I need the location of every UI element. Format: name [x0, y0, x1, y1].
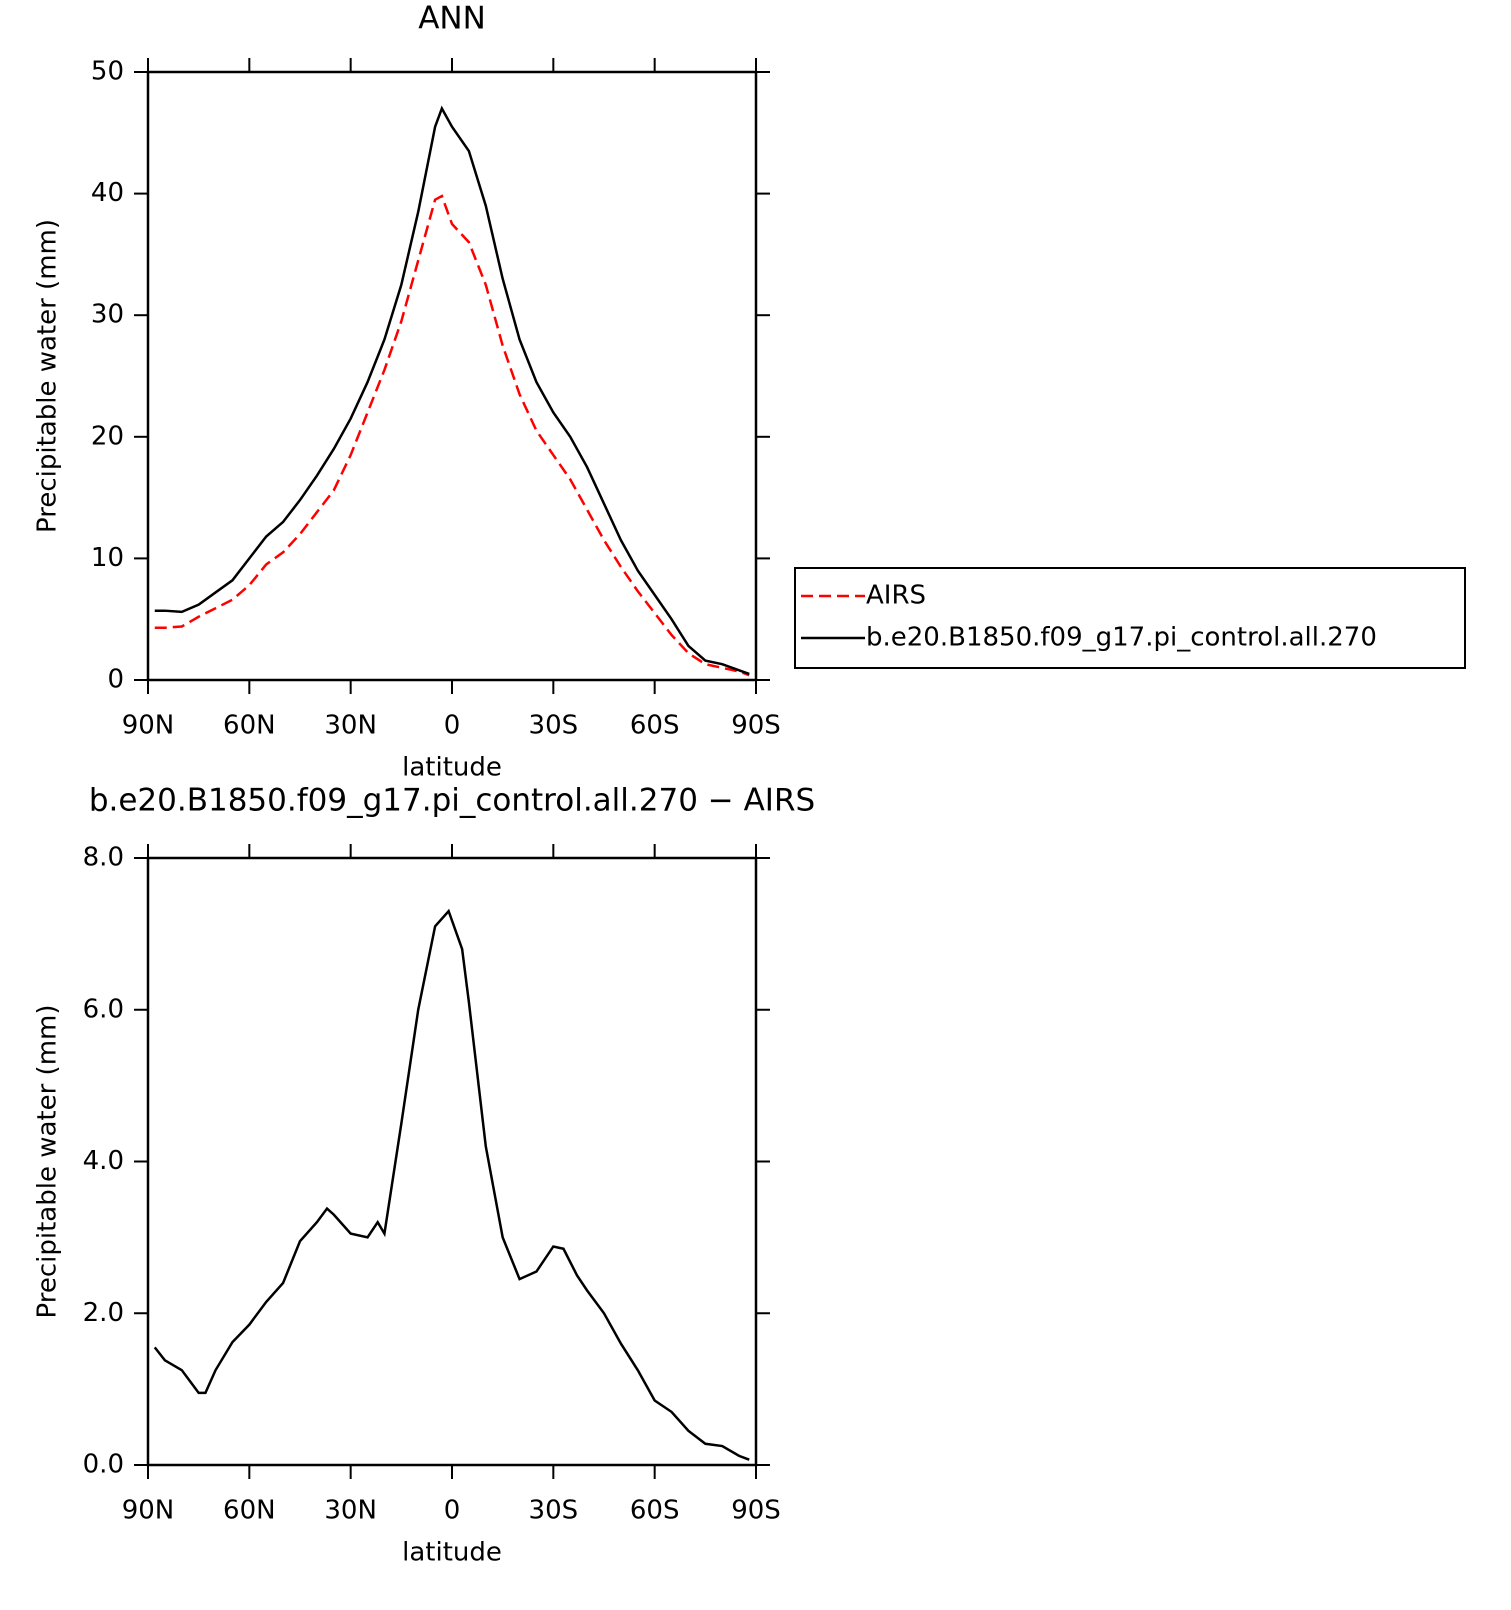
x-tick-label: 60N	[223, 1496, 276, 1526]
x-tick-label: 30N	[324, 711, 377, 741]
chart-title: ANN	[418, 1, 486, 37]
y-tick-label: 4.0	[83, 1146, 124, 1176]
y-tick-label: 6.0	[83, 994, 124, 1024]
y-tick-label: 50	[91, 57, 124, 87]
y-axis-label: Precipitable water (mm)	[33, 1005, 63, 1319]
y-tick-label: 20	[91, 421, 124, 451]
x-tick-label: 60N	[223, 711, 276, 741]
y-tick-label: 30	[91, 300, 124, 330]
x-axis-label: latitude	[402, 753, 502, 783]
x-axis-label: latitude	[402, 1538, 502, 1568]
plot-frame	[146, 856, 758, 1467]
y-tick-label: 40	[91, 178, 124, 208]
x-tick-label: 0	[444, 1496, 461, 1526]
x-tick-label: 90N	[122, 1496, 175, 1526]
legend-label: AIRS	[866, 581, 926, 611]
data-line	[153, 908, 750, 1461]
x-tick-label: 60S	[630, 1496, 680, 1526]
x-tick-label: 90S	[731, 1496, 781, 1526]
chart-title: b.e20.B1850.f09_g17.pi_control.all.270 −…	[89, 783, 815, 819]
x-tick-label: 30S	[529, 1496, 579, 1526]
x-tick-label: 30S	[529, 711, 579, 741]
y-tick-label: 0	[107, 665, 124, 695]
data-line	[154, 105, 750, 676]
y-tick-label: 2.0	[83, 1298, 124, 1328]
legend-label: b.e20.B1850.f09_g17.pi_control.all.270	[866, 623, 1377, 653]
plot-frame	[146, 70, 758, 682]
x-tick-label: 60S	[630, 711, 680, 741]
y-tick-label: 0.0	[83, 1450, 124, 1480]
legend-box	[794, 567, 1466, 669]
x-tick-label: 90N	[122, 711, 175, 741]
y-tick-label: 8.0	[83, 843, 124, 873]
y-tick-label: 10	[91, 543, 124, 573]
x-tick-label: 90S	[731, 711, 781, 741]
x-tick-label: 30N	[324, 1496, 377, 1526]
x-tick-label: 0	[444, 711, 461, 741]
y-axis-label: Precipitable water (mm)	[33, 219, 63, 533]
data-line	[154, 194, 750, 677]
